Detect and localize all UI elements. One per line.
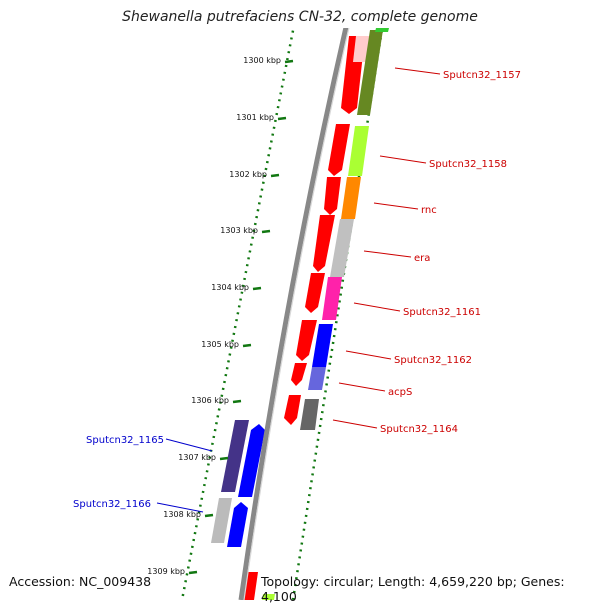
scale-tick-mark — [219, 456, 229, 461]
callout-line — [373, 202, 419, 210]
scale-tick-label: 1300 kbp — [243, 56, 281, 65]
scale-tick-mark — [204, 513, 214, 518]
gene-bar-lime[interactable] — [348, 126, 369, 176]
accession-text: Accession: NC_009438 — [9, 574, 152, 589]
map-title: Shewanella putrefaciens CN-32, complete … — [122, 9, 478, 25]
gene-bar-magenta[interactable] — [322, 277, 342, 320]
scale-tick-label: 1309 kbp — [147, 567, 185, 576]
gene-label-era[interactable]: era — [414, 253, 430, 264]
scale-tick-label: 1308 kbp — [163, 510, 201, 519]
scale-tick-mark — [242, 343, 252, 348]
gene-label-rnc[interactable]: rnc — [421, 205, 437, 216]
gene-bar-top-green — [375, 28, 389, 32]
gene-arrow-sputcn32-1162[interactable] — [296, 320, 317, 361]
gene-bar-darkgray[interactable] — [300, 399, 319, 430]
gene-bar-partial-lime — [262, 594, 275, 600]
scale-tick-label: 1301 kbp — [236, 113, 274, 122]
gene-arrow-era[interactable] — [313, 215, 335, 272]
gene-label-acps[interactable]: acpS — [388, 387, 412, 398]
gene-label-sputcn32-1165[interactable]: Sputcn32_1165 — [86, 435, 164, 446]
scale-tick-mark — [284, 59, 294, 64]
scale-tick-mark — [232, 399, 242, 404]
scale-tick-label: 1307 kbp — [178, 453, 216, 462]
gene-arrow-sputcn32-1164[interactable] — [284, 395, 301, 425]
scale-tick-label: 1302 kbp — [229, 170, 267, 179]
gene-arrow-sputcn32-1158[interactable] — [328, 124, 350, 176]
callout-line — [345, 350, 392, 360]
gene-arrow-acps[interactable] — [291, 363, 307, 386]
callout-line — [332, 419, 378, 429]
scale-ticks: 1300 kbp 1301 kbp 1302 kbp 1303 kbp 1304 kbp… — [147, 56, 294, 576]
gene-arrow-rnc[interactable] — [324, 177, 341, 215]
gene-arrow-sputcn32-1165[interactable] — [238, 424, 265, 497]
scale-tick-mark — [277, 116, 287, 121]
gene-label-sputcn32-1162[interactable]: Sputcn32_1162 — [394, 355, 472, 366]
gene-label-sputcn32-1164[interactable]: Sputcn32_1164 — [380, 424, 458, 435]
gene-bar-silver[interactable] — [211, 498, 232, 543]
callout-line — [394, 67, 441, 75]
gene-arrow-sputcn32-1161[interactable] — [305, 273, 325, 313]
scale-tick-mark — [261, 229, 271, 234]
gene-bar-orange[interactable] — [341, 177, 361, 219]
callout-line — [363, 250, 412, 258]
scale-tick-mark — [252, 286, 262, 291]
scale-tick-label: 1306 kbp — [191, 396, 229, 405]
callout-line — [156, 502, 204, 513]
gene-label-sputcn32-1158[interactable]: Sputcn32_1158 — [429, 159, 507, 170]
gene-label-sputcn32-1166[interactable]: Sputcn32_1166 — [73, 499, 151, 510]
callout-line — [353, 302, 401, 312]
callout-line — [165, 438, 213, 452]
genome-backbone-highlight — [243, 28, 350, 600]
scale-tick-mark — [270, 173, 280, 178]
gene-bar-darkslateblue[interactable] — [221, 420, 249, 492]
gene-bar-slateblue[interactable] — [308, 367, 326, 390]
gene-label-sputcn32-1157[interactable]: Sputcn32_1157 — [443, 70, 521, 81]
gene-bar-lightgray[interactable] — [330, 219, 354, 277]
gene-label-sputcn32-1161[interactable]: Sputcn32_1161 — [403, 307, 481, 318]
gene-bar-blue[interactable] — [312, 324, 333, 367]
gene-arrow-sputcn32-1166[interactable] — [227, 502, 248, 547]
gene-bar-olive[interactable] — [357, 30, 383, 115]
gene-bar-pink — [353, 36, 370, 62]
scale-tick-mark — [188, 570, 198, 575]
scale-tick-label: 1305 kbp — [201, 340, 239, 349]
scale-tick-label: 1303 kbp — [220, 226, 258, 235]
genome-backbone — [238, 28, 349, 600]
scale-tick-label: 1304 kbp — [211, 283, 249, 292]
callout-line — [379, 155, 427, 164]
callout-line — [338, 382, 386, 392]
